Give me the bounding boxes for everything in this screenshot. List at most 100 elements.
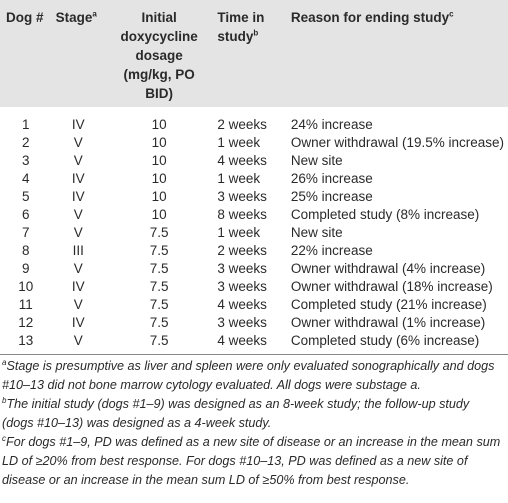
data-table: Dog # Stagea Initial doxycycline dosage (m… [0,0,508,355]
table-row: 10 IV 7.5 3 weeks Owner withdrawal (18% incr… [0,278,508,296]
table-cell: 10 [18,279,34,294]
table-cell: V [73,261,83,276]
footnote: aStage is presumptive as liver and splee… [2,357,504,395]
column-header: Reason for ending studyc [284,0,508,107]
table-cell: Owner withdrawal (1% increase) [290,315,486,330]
table-cell: V [73,153,83,168]
table-row: 2 V 10 1 week Owner withdrawal (19.5% increa… [0,134,508,152]
header-text: Time in study [217,10,265,44]
table-cell: V [73,225,83,240]
table-cell: 3 weeks [217,315,267,330]
footnote-text: For dogs #1–9, PD was defined as a new s… [2,435,501,487]
table-cell: IV [71,171,85,186]
table-cell: New site [290,153,343,168]
table-cell: 10 [151,171,167,186]
header-text: Stage [55,10,93,25]
table-cell: Completed study (6% increase) [290,333,480,348]
footnote-text: The initial study (dogs #1–9) was design… [2,397,470,430]
table-cell: 3 [22,153,30,168]
table-row: 7 V 7.5 1 week New site [0,224,508,242]
table-row: 4 IV 10 1 week 26% increase [0,170,508,188]
table-cell: 1 [22,117,30,132]
table-cell: IV [71,279,85,294]
table-cell: 4 weeks [217,297,267,312]
footnote-text: Stage is presumptive as liver and spleen… [2,359,495,392]
table-cell: 10 [151,189,167,204]
table-cell: 26% increase [290,171,373,186]
column-header: Stagea [49,0,105,107]
table-cell: Owner withdrawal (18% increase) [290,279,493,294]
table-row: 9 V 7.5 3 weeks Owner withdrawal (4% increas… [0,260,508,278]
table-cell: Completed study (21% increase) [290,297,487,312]
table-row: 11 V 7.5 4 weeks Completed study (21% increa… [0,296,508,314]
table-cell: 3 weeks [217,279,267,294]
table-cell: 25% increase [290,189,373,204]
table-cell: 7 [22,225,30,240]
table-row: 12 IV 7.5 3 weeks Owner withdrawal (1% incre… [0,314,508,332]
table-cell: V [73,207,83,222]
table-cell: 9 [22,261,30,276]
table-cell: 8 weeks [217,207,267,222]
table-cell: 3 weeks [217,261,267,276]
table-cell: 2 weeks [217,117,267,132]
table-cell: 7.5 [149,243,169,258]
footnote: bThe initial study (dogs #1–9) was desig… [2,395,504,433]
table-cell: IV [71,117,85,132]
table-cell: Completed study (8% increase) [290,207,480,222]
table-row: 3 V 10 4 weeks New site [0,152,508,170]
table-cell: 8 [22,243,30,258]
table-cell: 7.5 [149,225,169,240]
footnote-mark: c [449,9,454,19]
footnote-mark: a [2,357,7,367]
table-cell: V [73,297,83,312]
table-cell: III [72,243,84,258]
table-cell: 1 week [217,225,261,240]
table-row: 6 V 10 8 weeks Completed study (8% increase) [0,206,508,224]
table-row: 5 IV 10 3 weeks 25% increase [0,188,508,206]
table-cell: 5 [22,189,30,204]
column-header: Time in studyb [211,0,285,107]
table-cell: 1 week [217,171,261,186]
header-text: Initial doxycycline dosage (mg/kg, PO BI… [120,10,198,101]
table-cell: New site [290,225,343,240]
table-cell: 2 weeks [217,243,267,258]
table-cell: IV [71,189,85,204]
column-header: Dog # [0,0,50,107]
table-cell: 24% increase [290,117,373,132]
table-cell: 7.5 [149,315,169,330]
table-body: 1 IV 10 2 weeks 24% increase 2 V 10 1 week Owner … [0,107,508,355]
table-cell: 12 [18,315,34,330]
table-cell: 7.5 [149,297,169,312]
table-cell: IV [71,315,85,330]
table-row: 1 IV 10 2 weeks 24% increase [0,107,508,134]
table-cell: 1 week [217,135,261,150]
table-cell: 10 [151,153,167,168]
footnote: cFor dogs #1–9, PD was defined as a new … [2,433,504,490]
footnote-mark: b [2,395,7,405]
table-cell: 7.5 [149,261,169,276]
footnote-mark: b [253,28,259,38]
table-cell: 4 weeks [217,153,267,168]
table-cell: 10 [151,135,167,150]
table-cell: Owner withdrawal (4% increase) [290,261,486,276]
table-cell: V [73,135,83,150]
table-cell: 3 weeks [217,189,267,204]
footnote-mark: c [2,433,6,443]
table-cell: 6 [22,207,30,222]
header-row: Dog # Stagea Initial doxycycline dosage (m… [0,0,508,107]
table-cell: V [73,333,83,348]
header-text: Reason for ending study [290,10,450,25]
table-row: 8 III 7.5 2 weeks 22% increase [0,242,508,260]
table-cell: 10 [151,117,167,132]
table-row: 13 V 7.5 4 weeks Completed study (6% increas… [0,332,508,355]
footnote-mark: a [92,9,97,19]
table-header: Dog # Stagea Initial doxycycline dosage (m… [0,0,508,107]
table-cell: 22% increase [290,243,373,258]
table-cell: 2 [22,135,30,150]
table-cell: 10 [151,207,167,222]
table-cell: 13 [18,333,34,348]
footnotes: aStage is presumptive as liver and splee… [0,355,508,490]
table-cell: 4 weeks [217,333,267,348]
header-text: Dog # [6,10,44,25]
